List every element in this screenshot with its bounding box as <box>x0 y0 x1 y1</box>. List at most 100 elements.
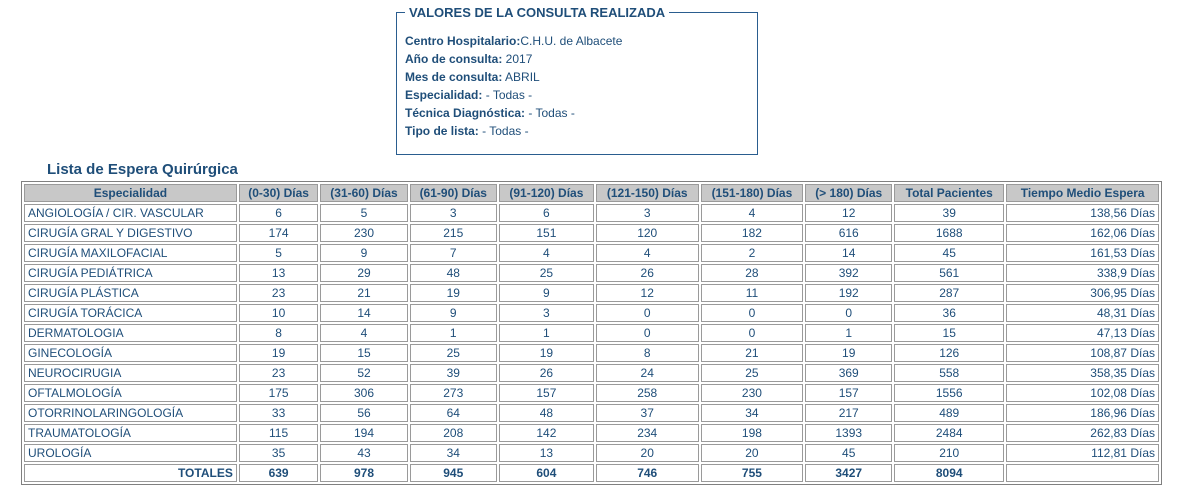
totals-label: TOTALES <box>24 464 237 482</box>
table-cell: 1688 <box>894 224 1005 242</box>
table-header-row: Especialidad (0-30) Días (31-60) Días (61-9… <box>24 184 1159 202</box>
table-cell: 48 <box>409 264 497 282</box>
table-row: CIRUGÍA PEDIÁTRICA 13 29 48 25 26 28 392 561 338,… <box>24 264 1159 282</box>
table-cell: 25 <box>498 264 594 282</box>
table-cell: 142 <box>498 424 594 442</box>
specialty-cell: DERMATOLOGIA <box>24 324 237 342</box>
query-field-label: Mes de consulta: <box>405 70 503 84</box>
table-cell: 198 <box>700 424 804 442</box>
totals-cell: 639 <box>238 464 319 482</box>
table-cell: 3 <box>595 204 699 222</box>
table-cell: 6 <box>238 204 319 222</box>
query-values-legend: VALORES DE LA CONSULTA REALIZADA <box>409 5 666 20</box>
specialty-cell: TRAUMATOLOGÍA <box>24 424 237 442</box>
table-cell: 4 <box>700 204 804 222</box>
table-cell: 21 <box>700 344 804 362</box>
table-cell: 157 <box>498 384 594 402</box>
table-cell: 306,95 Días <box>1006 284 1159 302</box>
table-cell: 112,81 Días <box>1006 444 1159 462</box>
table-row: CIRUGÍA PLÁSTICA 23 21 19 9 12 11 192 287 306,95 … <box>24 284 1159 302</box>
table-cell: 20 <box>595 444 699 462</box>
query-field-centro: Centro Hospitalario:C.H.U. de Albacete <box>405 32 757 50</box>
table-cell: 8 <box>595 344 699 362</box>
table-cell: 1 <box>409 324 497 342</box>
table-cell: 15 <box>894 324 1005 342</box>
table-cell: 489 <box>894 404 1005 422</box>
table-row: CIRUGÍA MAXILOFACIAL 5 9 7 4 4 2 14 45 161,53 Día… <box>24 244 1159 262</box>
table-cell: 4 <box>595 244 699 262</box>
table-cell: 23 <box>238 364 319 382</box>
table-cell: 14 <box>320 304 408 322</box>
table-cell: 2 <box>700 244 804 262</box>
table-row: NEUROCIRUGIA 23 52 39 26 24 25 369 558 358,35 Día… <box>24 364 1159 382</box>
table-cell: 36 <box>894 304 1005 322</box>
specialty-cell: ANGIOLOGÍA / CIR. VASCULAR <box>24 204 237 222</box>
table-cell: 392 <box>805 264 893 282</box>
table-cell: 20 <box>700 444 804 462</box>
query-field-tecnica: Técnica Diagnóstica: - Todas - <box>405 104 757 122</box>
table-row: ANGIOLOGÍA / CIR. VASCULAR 6 5 3 6 3 4 12 39 138,… <box>24 204 1159 222</box>
table-cell: 43 <box>320 444 408 462</box>
table-row: DERMATOLOGIA 8 4 1 1 0 0 1 15 47,13 Días <box>24 324 1159 342</box>
table-cell: 6 <box>498 204 594 222</box>
table-cell: 262,83 Días <box>1006 424 1159 442</box>
table-cell: 306 <box>320 384 408 402</box>
table-cell: 273 <box>409 384 497 402</box>
query-field-value: - Todas - <box>482 88 533 102</box>
table-cell: 19 <box>238 344 319 362</box>
query-field-anio: Año de consulta: 2017 <box>405 50 757 68</box>
table-cell: 0 <box>595 304 699 322</box>
table-cell: 157 <box>805 384 893 402</box>
table-cell: 115 <box>238 424 319 442</box>
table-cell: 287 <box>894 284 1005 302</box>
table-cell: 23 <box>238 284 319 302</box>
table-cell: 161,53 Días <box>1006 244 1159 262</box>
table-cell: 26 <box>595 264 699 282</box>
table-row: OFTALMOLOGÍA 175 306 273 157 258 230 157 1556 102… <box>24 384 1159 402</box>
table-cell: 369 <box>805 364 893 382</box>
table-cell: 15 <box>320 344 408 362</box>
table-cell: 13 <box>498 444 594 462</box>
table-cell: 34 <box>409 444 497 462</box>
table-cell: 2484 <box>894 424 1005 442</box>
table-cell: 0 <box>805 304 893 322</box>
table-row: TRAUMATOLOGÍA 115 194 208 142 234 198 1393 2484 2… <box>24 424 1159 442</box>
table-cell: 5 <box>320 204 408 222</box>
table-cell: 182 <box>700 224 804 242</box>
specialty-cell: GINECOLOGÍA <box>24 344 237 362</box>
specialty-cell: CIRUGÍA MAXILOFACIAL <box>24 244 237 262</box>
section-title: Lista de Espera Quirúrgica <box>47 161 238 178</box>
table-row: CIRUGÍA GRAL Y DIGESTIVO 174 230 215 151 120 1… <box>24 224 1159 242</box>
column-header-121-150: (121-150) Días <box>595 184 699 202</box>
column-header-0-30: (0-30) Días <box>238 184 319 202</box>
table-cell: 151 <box>498 224 594 242</box>
table-cell: 9 <box>320 244 408 262</box>
specialty-cell: CIRUGÍA GRAL Y DIGESTIVO <box>24 224 237 242</box>
table-cell: 19 <box>805 344 893 362</box>
table-cell: 37 <box>595 404 699 422</box>
table-cell: 338,9 Días <box>1006 264 1159 282</box>
table-body: ANGIOLOGÍA / CIR. VASCULAR 6 5 3 6 3 4 12 39 138,… <box>24 204 1159 482</box>
query-field-tipo-lista: Tipo de lista: - Todas - <box>405 122 757 140</box>
table-row: CIRUGÍA TORÁCICA 10 14 9 3 0 0 0 36 48,31 Días <box>24 304 1159 322</box>
table-row: UROLOGÍA 35 43 34 13 20 20 45 210 112,81 Días <box>24 444 1159 462</box>
table-cell: 0 <box>595 324 699 342</box>
table-cell: 138,56 Días <box>1006 204 1159 222</box>
table-cell: 108,87 Días <box>1006 344 1159 362</box>
totals-cell: 945 <box>409 464 497 482</box>
query-field-label: Año de consulta: <box>405 52 503 66</box>
table-cell: 33 <box>238 404 319 422</box>
table-cell: 217 <box>805 404 893 422</box>
query-field-label: Especialidad: <box>405 88 483 102</box>
query-field-especialidad: Especialidad: - Todas - <box>405 86 757 104</box>
specialty-cell: OTORRINOLARINGOLOGÍA <box>24 404 237 422</box>
table-cell: 45 <box>894 244 1005 262</box>
table-cell: 12 <box>805 204 893 222</box>
table-cell: 3 <box>498 304 594 322</box>
waiting-list-table: Especialidad (0-30) Días (31-60) Días (61-9… <box>21 181 1162 485</box>
specialty-cell: CIRUGÍA PEDIÁTRICA <box>24 264 237 282</box>
query-field-label: Tipo de lista: <box>405 124 479 138</box>
table-cell: 9 <box>409 304 497 322</box>
table-cell: 1 <box>805 324 893 342</box>
totals-row: TOTALES 639 978 945 604 746 755 3427 8094 <box>24 464 1159 482</box>
